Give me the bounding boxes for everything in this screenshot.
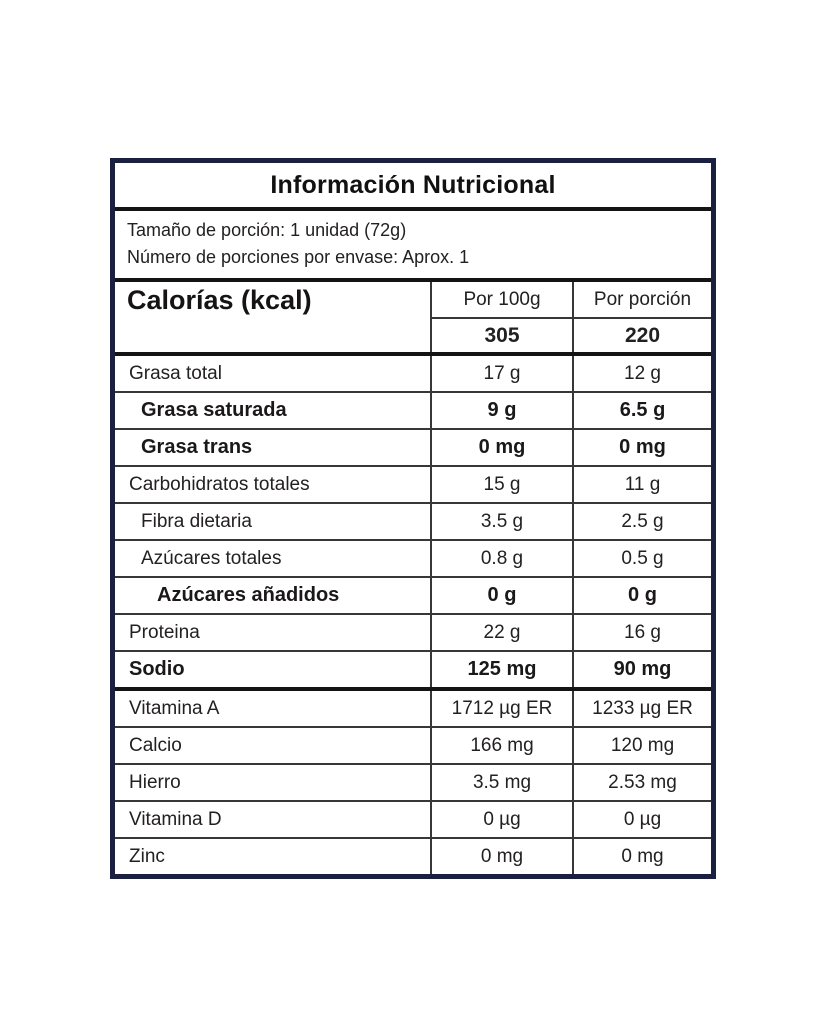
nutrient-per-100g-value: 0 µg: [430, 802, 572, 837]
table-row: Carbohidratos totales 15 g 11 g: [115, 465, 711, 502]
nutrient-per-100g-value: 3.5 g: [430, 504, 572, 539]
nutrient-per-100g-value: 22 g: [430, 615, 572, 650]
table-row: Vitamina D 0 µg 0 µg: [115, 800, 711, 837]
nutrient-per-portion-value: 12 g: [572, 356, 711, 391]
nutrient-name: Proteina: [129, 621, 200, 643]
nutrient-name: Grasa saturada: [141, 399, 287, 421]
nutrient-per-portion-value: 0 µg: [572, 802, 711, 837]
table-row: Fibra dietaria 3.5 g 2.5 g: [115, 502, 711, 539]
nutrient-name: Fibra dietaria: [141, 510, 252, 532]
nutrient-per-100g-value: 3.5 mg: [430, 765, 572, 800]
calories-label: Calorías (kcal): [127, 285, 312, 315]
label-header: Información Nutricional: [115, 163, 711, 211]
nutrient-per-100g-value: 17 g: [430, 356, 572, 391]
nutrient-per-100g-value: 9 g: [430, 393, 572, 428]
nutrient-per-100g-value: 166 mg: [430, 728, 572, 763]
nutrient-per-portion-value: 0 mg: [572, 430, 711, 465]
nutrient-per-portion-value: 6.5 g: [572, 393, 711, 428]
nutrient-per-100g-value: 1712 µg ER: [430, 691, 572, 726]
table-row: Grasa trans 0 mg 0 mg: [115, 428, 711, 465]
label-title: Información Nutricional: [270, 170, 556, 199]
nutrient-name: Zinc: [129, 845, 165, 867]
nutrient-per-portion-value: 90 mg: [572, 652, 711, 687]
nutrient-per-portion-value: 11 g: [572, 467, 711, 502]
table-row: Vitamina A 1712 µg ER 1233 µg ER: [115, 687, 711, 726]
nutrition-label: Información Nutricional Tamaño de porció…: [110, 158, 716, 879]
serving-size-line: Tamaño de porción: 1 unidad (72g): [127, 220, 407, 240]
table-row: Hierro 3.5 mg 2.53 mg: [115, 763, 711, 800]
nutrient-name: Grasa trans: [141, 436, 253, 458]
nutrient-name: Grasa total: [129, 362, 222, 384]
table-row: Grasa total 17 g 12 g: [115, 356, 711, 391]
nutrient-name: Hierro: [129, 771, 181, 793]
table-row: Proteina 22 g 16 g: [115, 613, 711, 650]
nutrient-per-portion-value: 2.53 mg: [572, 765, 711, 800]
nutrient-per-100g-value: 0 mg: [430, 430, 572, 465]
column-header-per-portion: Por porción: [572, 282, 711, 319]
table-row: Grasa saturada 9 g 6.5 g: [115, 391, 711, 428]
nutrient-rows: Grasa total 17 g 12 g Grasa saturada 9 g 6.5 …: [115, 356, 711, 874]
nutrient-name: Vitamina A: [129, 697, 220, 719]
calories-section: Calorías (kcal) Por 100g Por porción 305…: [115, 282, 711, 356]
table-row: Zinc 0 mg 0 mg: [115, 837, 711, 874]
nutrient-per-portion-value: 120 mg: [572, 728, 711, 763]
nutrient-name: Vitamina D: [129, 808, 222, 830]
nutrient-per-portion-value: 0 g: [572, 578, 711, 613]
nutrient-per-100g-value: 0.8 g: [430, 541, 572, 576]
calories-per-portion-value: 220: [572, 319, 711, 352]
nutrient-per-portion-value: 0 mg: [572, 839, 711, 874]
table-row: Calcio 166 mg 120 mg: [115, 726, 711, 763]
nutrient-per-portion-value: 1233 µg ER: [572, 691, 711, 726]
nutrient-per-100g-value: 0 g: [430, 578, 572, 613]
nutrient-per-100g-value: 15 g: [430, 467, 572, 502]
nutrient-per-100g-value: 0 mg: [430, 839, 572, 874]
nutrient-name: Carbohidratos totales: [129, 473, 310, 495]
nutrient-name: Azúcares añadidos: [157, 584, 340, 606]
nutrient-name: Azúcares totales: [141, 547, 282, 569]
nutrient-per-portion-value: 0.5 g: [572, 541, 711, 576]
nutrient-name: Sodio: [129, 658, 185, 680]
nutrient-per-100g-value: 125 mg: [430, 652, 572, 687]
serving-info: Tamaño de porción: 1 unidad (72g) Número…: [115, 211, 711, 282]
table-row: Azúcares totales 0.8 g 0.5 g: [115, 539, 711, 576]
nutrient-name: Calcio: [129, 734, 182, 756]
nutrient-per-portion-value: 16 g: [572, 615, 711, 650]
calories-per-100g-value: 305: [430, 319, 572, 352]
column-header-per-100g: Por 100g: [430, 282, 572, 319]
servings-per-container-line: Número de porciones por envase: Aprox. 1: [127, 247, 470, 267]
table-row: Sodio 125 mg 90 mg: [115, 650, 711, 687]
nutrient-per-portion-value: 2.5 g: [572, 504, 711, 539]
